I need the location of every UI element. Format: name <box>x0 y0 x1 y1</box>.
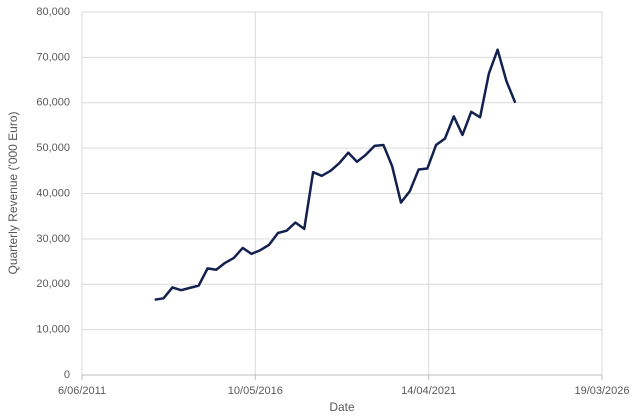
y-tick-label: 30,000 <box>36 233 70 245</box>
y-axis-title: Quarterly Revenue ('000 Euro) <box>6 111 20 274</box>
x-tick-label: 10/05/2016 <box>228 385 283 397</box>
x-axis-title: Date <box>329 400 355 414</box>
data-line <box>154 48 517 301</box>
x-tick-label: 19/03/2026 <box>574 385 629 397</box>
y-tick-label: 70,000 <box>36 51 70 63</box>
y-tick-label: 0 <box>64 369 70 381</box>
x-tick-label: 6/06/2011 <box>58 385 106 397</box>
y-tick-label: 40,000 <box>36 187 70 199</box>
y-tick-label: 80,000 <box>36 6 70 18</box>
y-tick-label: 10,000 <box>36 324 70 336</box>
y-tick-label: 50,000 <box>36 142 70 154</box>
x-tick-label: 14/04/2021 <box>401 385 456 397</box>
y-tick-label: 60,000 <box>36 97 70 109</box>
y-tick-label: 20,000 <box>36 278 70 290</box>
